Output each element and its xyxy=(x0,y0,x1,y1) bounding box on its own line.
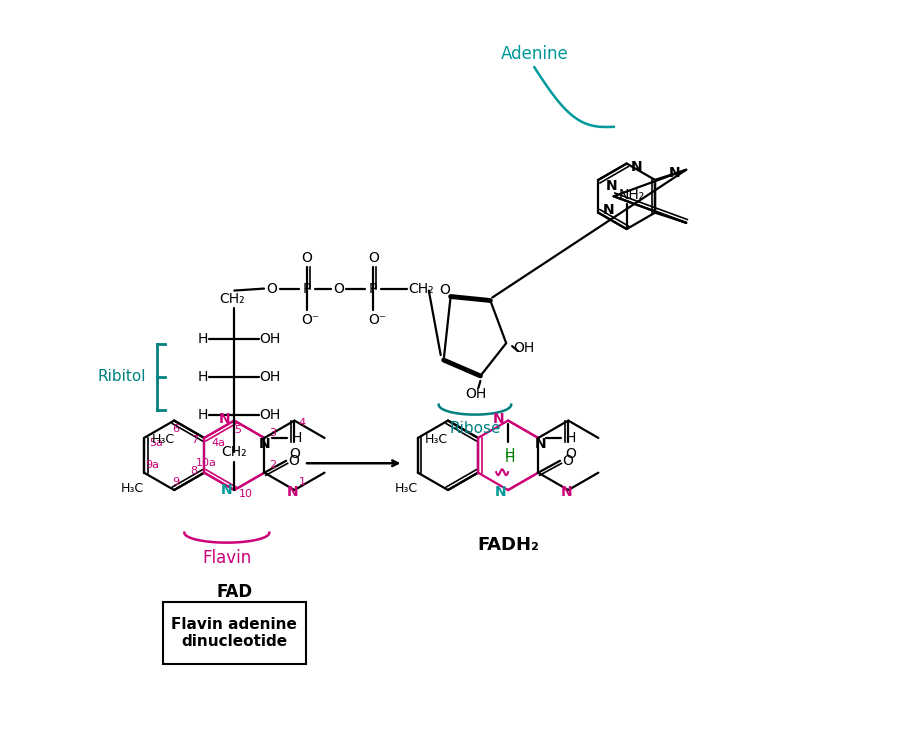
Text: P: P xyxy=(369,281,377,295)
Text: FAD: FAD xyxy=(216,583,253,601)
Text: H: H xyxy=(198,370,207,384)
Text: Adenine: Adenine xyxy=(501,45,568,63)
Text: N: N xyxy=(630,160,642,174)
Text: H₃C: H₃C xyxy=(121,482,144,494)
Text: 6: 6 xyxy=(172,424,179,434)
Text: H: H xyxy=(566,431,576,445)
Text: Flavin adenine
dinucleotide: Flavin adenine dinucleotide xyxy=(171,617,298,649)
Text: 10: 10 xyxy=(239,489,253,499)
Text: H: H xyxy=(198,332,207,346)
Text: O: O xyxy=(301,251,312,265)
Text: 9: 9 xyxy=(172,477,179,487)
Text: 2: 2 xyxy=(269,460,276,469)
Text: N: N xyxy=(259,437,271,451)
Text: O: O xyxy=(565,448,575,461)
Text: Ribose: Ribose xyxy=(449,421,501,436)
Text: N: N xyxy=(606,179,618,193)
Text: N: N xyxy=(560,485,572,499)
Text: O: O xyxy=(439,283,450,297)
Text: O⁻: O⁻ xyxy=(301,313,320,327)
Text: 5a: 5a xyxy=(149,438,163,448)
Text: O⁻: O⁻ xyxy=(368,313,386,327)
Bar xyxy=(163,602,306,663)
Text: O: O xyxy=(368,251,379,265)
Text: H: H xyxy=(505,451,515,465)
Text: H₃C: H₃C xyxy=(425,434,448,446)
Text: O: O xyxy=(563,453,574,468)
Text: N: N xyxy=(220,483,232,497)
Text: N: N xyxy=(492,412,504,426)
Text: Ribitol: Ribitol xyxy=(97,370,146,384)
Text: P: P xyxy=(302,281,311,295)
Text: O: O xyxy=(267,281,278,295)
Text: N: N xyxy=(218,412,230,426)
Text: 5: 5 xyxy=(234,426,241,435)
Text: N: N xyxy=(534,437,546,451)
Text: OH: OH xyxy=(260,332,281,346)
Text: N: N xyxy=(494,485,506,499)
Text: H: H xyxy=(198,408,207,421)
Text: OH: OH xyxy=(260,370,281,384)
Text: Flavin: Flavin xyxy=(202,548,252,566)
Text: 7: 7 xyxy=(190,435,198,445)
Text: 3: 3 xyxy=(269,428,276,438)
Text: 1: 1 xyxy=(299,477,306,487)
Text: O: O xyxy=(333,281,344,295)
Text: CH₂: CH₂ xyxy=(219,292,245,306)
Text: OH: OH xyxy=(513,341,535,355)
Text: N: N xyxy=(668,165,680,180)
Text: N: N xyxy=(287,485,299,499)
Text: O: O xyxy=(289,448,299,461)
Text: 10a: 10a xyxy=(196,458,216,468)
Text: N: N xyxy=(603,203,614,217)
Text: H₃C: H₃C xyxy=(395,482,419,494)
Text: 4a: 4a xyxy=(211,438,226,448)
Text: CH₂: CH₂ xyxy=(408,281,434,295)
Text: CH₂: CH₂ xyxy=(222,445,247,459)
Text: O: O xyxy=(289,453,299,468)
Text: 9a: 9a xyxy=(145,460,159,469)
Text: 8: 8 xyxy=(190,466,198,476)
Text: OH: OH xyxy=(260,408,281,421)
Text: H: H xyxy=(505,448,515,461)
Text: 4: 4 xyxy=(299,418,306,427)
Text: H: H xyxy=(292,431,302,445)
Text: H₃C: H₃C xyxy=(152,434,174,446)
Text: NH₂: NH₂ xyxy=(619,188,645,203)
Text: OH: OH xyxy=(465,387,486,401)
Text: FADH₂: FADH₂ xyxy=(477,536,539,553)
